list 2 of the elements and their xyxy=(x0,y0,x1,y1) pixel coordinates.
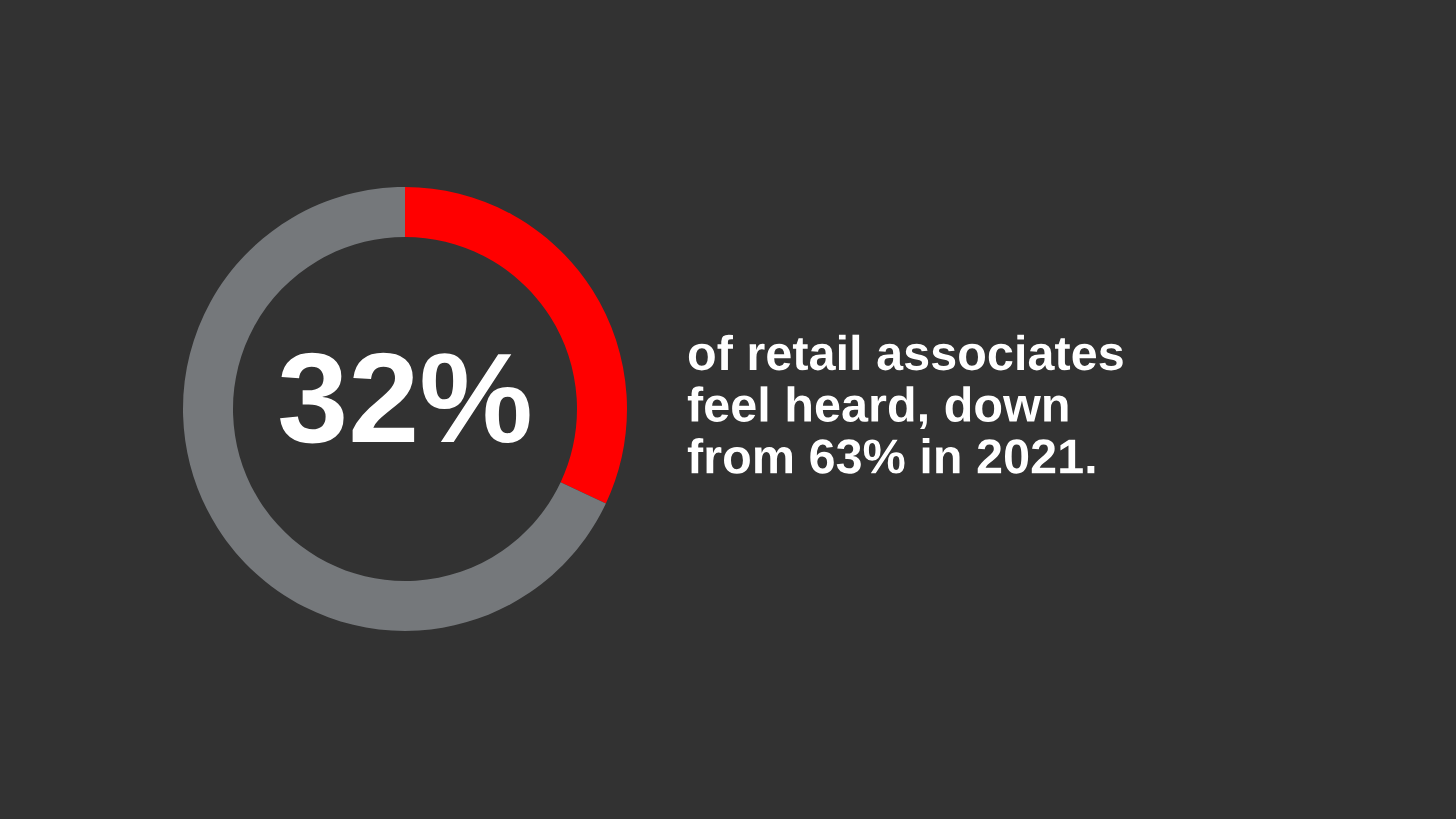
data-label: 32% xyxy=(280,352,530,444)
text: of retail associates feel heard, down from 63% in 2021. xyxy=(687,334,1123,474)
